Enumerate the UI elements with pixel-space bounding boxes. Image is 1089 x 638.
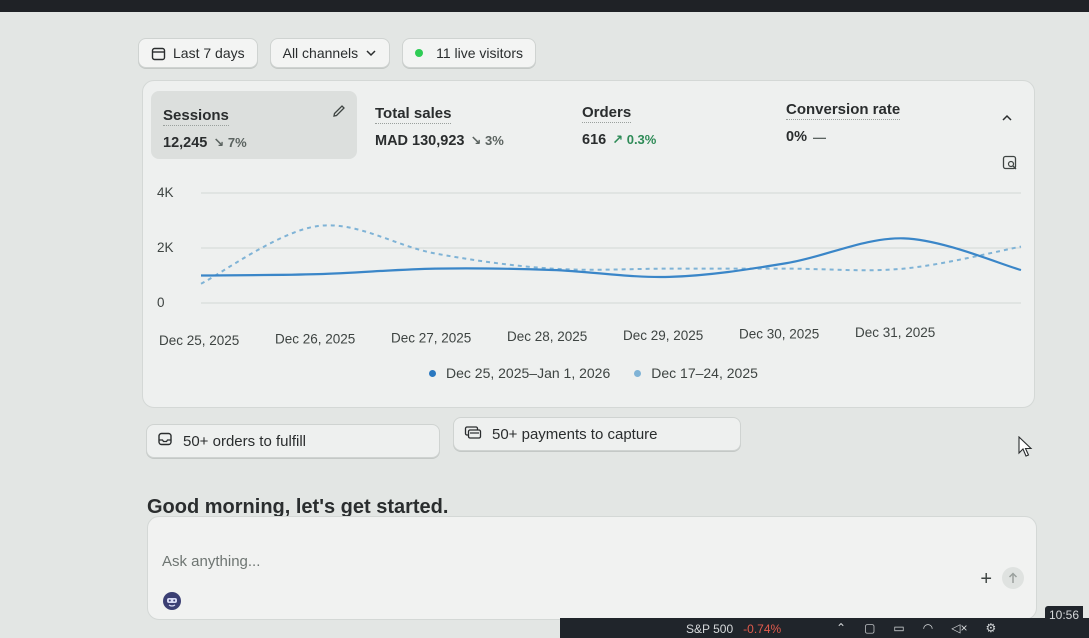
sidekick-icon[interactable] [162,591,182,616]
mouse-cursor-icon [1018,435,1034,463]
os-taskbar: S&P 500 -0.74% ⌃ ▢ ▭ ◠ ◁× ⚙ 10:56 [560,606,1089,638]
ask-input[interactable] [162,553,862,570]
metric-label: Total sales [375,105,452,124]
metric-label: Orders [582,104,632,123]
y-tick-label: 2K [157,240,174,255]
metric-total-sales[interactable]: Total sales MAD 130,923 ↘ 3% [375,105,504,149]
ask-panel: + [147,516,1037,620]
y-tick-label: 0 [157,295,165,310]
inbox-icon [157,431,173,451]
sessions-line-chart: 4K 2K 0 Dec 25, 2025 Dec 26, 2025 Dec 27, 202… [157,185,1022,348]
send-button[interactable] [1002,567,1024,589]
attach-plus-button[interactable]: + [980,568,992,590]
greeting-heading: Good morning, let's get started. [147,496,449,518]
task-label: 50+ orders to fulfill [183,432,306,450]
filter-toolbar: Last 7 days All channels 11 live visitor… [138,38,536,68]
channel-select[interactable]: All channels [269,38,391,68]
metric-delta: ↘ 7% [213,135,247,150]
series-line-current [200,237,1022,279]
metric-label: Conversion rate [786,101,901,120]
legend-dot [634,369,642,377]
metric-label: Sessions [163,107,229,126]
legend-label: Dec 17–24, 2025 [651,365,758,381]
x-tick-label: Dec 26, 2025 [275,332,355,347]
clock[interactable]: 10:56 [1044,606,1083,638]
legend-item-current[interactable]: Dec 25, 2025–Jan 1, 2026 [429,365,610,381]
live-visitors-label: 11 live visitors [436,45,523,61]
metric-delta: ↗ 0.3% [612,132,657,147]
metric-orders[interactable]: Orders 616 ↗ 0.3% [582,104,656,148]
orders-to-fulfill-button[interactable]: 50+ orders to fulfill [146,424,440,458]
report-search-icon[interactable] [1002,155,1018,176]
chart-legend: Dec 25, 2025–Jan 1, 2026 Dec 17–24, 2025 [429,365,758,381]
x-tick-label: Dec 31, 2025 [855,325,935,340]
legend-dot [429,369,436,377]
stock-name: S&P 500 [686,622,734,636]
settings-icon[interactable]: ⚙ [985,621,997,635]
x-tick-label: Dec 29, 2025 [623,328,703,343]
metric-sessions[interactable]: Sessions 12,245 ↘ 7% [151,91,357,159]
battery-icon[interactable]: ▭ [893,621,905,635]
metric-delta: — [812,129,826,145]
metric-value: 12,245 [163,135,208,151]
calendar-icon [151,46,166,61]
x-tick-label: Dec 25, 2025 [159,333,239,348]
speaker-muted-icon[interactable]: ◁× [951,621,968,635]
live-visitors-button[interactable]: 11 live visitors [402,38,536,68]
date-range-label: Last 7 days [173,45,245,61]
channel-label: All channels [282,45,359,61]
x-tick-label: Dec 30, 2025 [739,327,819,342]
metric-value: 0% [786,129,807,145]
x-tick-label: Dec 27, 2025 [391,330,471,345]
payments-to-capture-button[interactable]: 50+ payments to capture [453,417,741,451]
arrow-up-icon [1008,572,1018,583]
system-tray: ⌃ ▢ ▭ ◠ ◁× ⚙ [836,621,996,635]
legend-item-previous[interactable]: Dec 17–24, 2025 [634,365,758,381]
stock-widget[interactable]: S&P 500 -0.74% [686,622,781,636]
phone-link-icon[interactable]: ▢ [864,621,876,635]
metric-value: 616 [582,132,607,148]
analytics-card: 4K 2K 0 Dec 25, 2025 Dec 26, 2025 Dec 27, 202… [142,80,1035,408]
wifi-icon[interactable]: ◠ [922,621,934,635]
stock-change: -0.74% [743,622,782,636]
chevron-down-icon [365,47,377,59]
metric-conversion-rate[interactable]: Conversion rate 0% — [786,101,901,145]
screen-bezel [0,0,1089,12]
pencil-icon[interactable] [331,103,347,124]
task-label: 50+ payments to capture [492,425,658,443]
chevron-up-icon[interactable] [1000,111,1014,130]
legend-label: Dec 25, 2025–Jan 1, 2026 [446,365,611,381]
date-range-button[interactable]: Last 7 days [138,38,258,68]
live-status-dot [415,49,424,57]
metric-value: MAD 130,923 [375,133,465,149]
x-tick-label: Dec 28, 2025 [507,329,587,344]
chevron-up-icon[interactable]: ⌃ [836,621,847,635]
y-tick-label: 4K [157,185,174,200]
metric-delta: ↘ 3% [470,133,504,148]
payment-icon [464,424,482,444]
series-line-previous [200,224,1022,285]
